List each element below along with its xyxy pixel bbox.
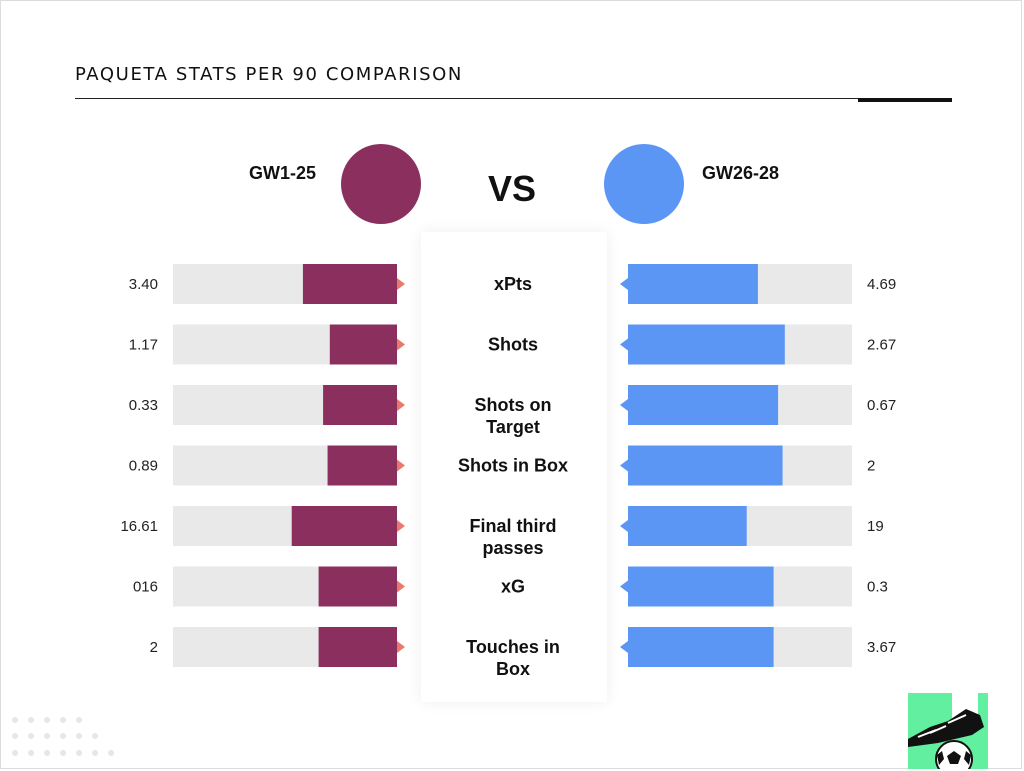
- left-value-label: 016: [133, 579, 158, 596]
- left-bar: [323, 385, 397, 425]
- category-label-line: Touches in: [466, 637, 560, 657]
- category-label: xPts: [494, 274, 532, 294]
- right-value-label: 4.69: [867, 276, 896, 293]
- page-title: PAQUETA STATS PER 90 COMPARISON: [75, 64, 463, 85]
- category-label-line: Shots: [488, 335, 538, 355]
- left-bar: [302, 264, 397, 304]
- right-bar: [628, 385, 779, 425]
- category-label-line: xG: [501, 577, 525, 597]
- right-arrow-icon: [620, 338, 628, 351]
- legend-circle-left: [341, 144, 421, 224]
- right-bar: [628, 264, 758, 304]
- right-arrow-icon: [620, 459, 628, 472]
- legend-label-right: GW26-28: [702, 163, 780, 183]
- left-bar: [318, 566, 397, 607]
- right-arrow-icon: [620, 580, 628, 593]
- left-bar: [318, 627, 397, 667]
- legend-circle-right: [604, 144, 684, 224]
- category-label: Shots in Box: [458, 456, 568, 476]
- legend-label-left: GW1-25: [249, 163, 317, 183]
- title-divider: [75, 98, 952, 99]
- decorative-dot-grid: [12, 717, 114, 756]
- category-label-line: Shots in Box: [458, 456, 568, 476]
- right-value-label: 3.67: [867, 639, 896, 656]
- left-value-label: 1.17: [129, 337, 158, 354]
- right-arrow-icon: [620, 520, 628, 532]
- category-label-line: Box: [496, 659, 530, 679]
- category-label: Shots on Target: [475, 395, 552, 437]
- title-divider-accent: [858, 98, 952, 102]
- left-value-label: 0.89: [129, 458, 158, 475]
- left-arrow-icon: [397, 459, 405, 472]
- category-label: xG: [501, 577, 525, 597]
- left-arrow-icon: [397, 278, 405, 290]
- right-arrow-icon: [620, 278, 628, 290]
- category-label: Final third passes: [470, 516, 557, 558]
- category-label: Touches in Box: [466, 637, 560, 679]
- left-bar: [291, 506, 397, 546]
- right-value-label: 2: [867, 458, 875, 475]
- left-value-label: 3.40: [129, 276, 158, 293]
- left-bar: [329, 324, 397, 365]
- category-label-line: Target: [486, 417, 540, 437]
- right-bar: [628, 324, 785, 365]
- football-boot-icon: [908, 693, 988, 769]
- right-arrow-icon: [620, 641, 628, 653]
- category-label-line: xPts: [494, 274, 532, 294]
- right-bar: [628, 566, 774, 607]
- left-value-label: 0.33: [129, 397, 158, 414]
- left-arrow-icon: [397, 399, 405, 411]
- category-label-line: Final third: [470, 516, 557, 536]
- right-value-label: 0.3: [867, 579, 888, 596]
- category-label: Shots: [488, 335, 538, 355]
- right-value-label: 2.67: [867, 337, 896, 354]
- left-value-label: 16.61: [120, 518, 158, 535]
- left-arrow-icon: [397, 338, 405, 351]
- right-bar: [628, 506, 747, 546]
- category-label-line: Shots on: [475, 395, 552, 415]
- vs-label: VS: [487, 168, 537, 209]
- category-panel: [421, 232, 607, 702]
- right-value-label: 0.67: [867, 397, 896, 414]
- right-bar: [628, 445, 783, 486]
- left-arrow-icon: [397, 580, 405, 593]
- left-arrow-icon: [397, 520, 405, 532]
- right-arrow-icon: [620, 399, 628, 411]
- category-label-line: passes: [482, 538, 543, 558]
- left-value-label: 2: [150, 639, 158, 656]
- right-value-label: 19: [867, 518, 884, 535]
- right-bar: [628, 627, 774, 667]
- left-arrow-icon: [397, 641, 405, 653]
- left-bar: [327, 445, 397, 486]
